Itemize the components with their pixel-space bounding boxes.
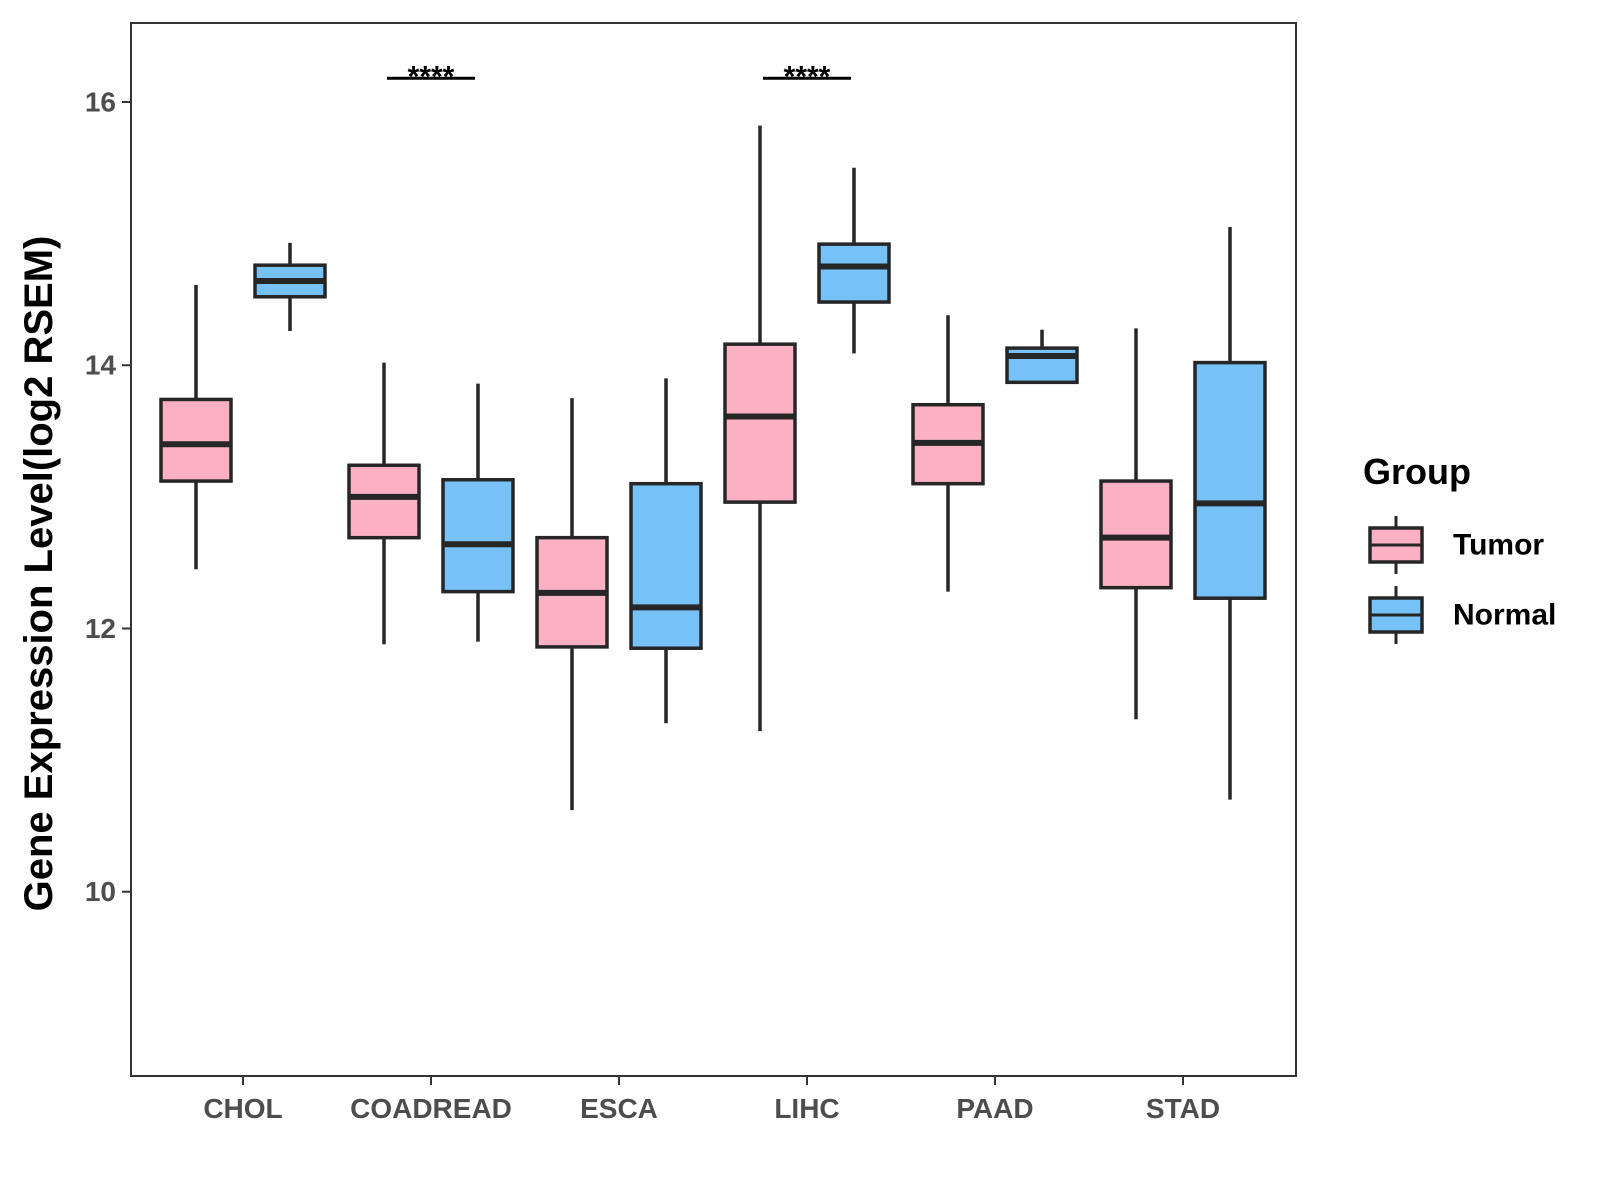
box-body <box>159 397 233 483</box>
box-normal-paad <box>1005 329 1079 385</box>
box-body <box>723 342 797 504</box>
x-tick-label-stad: STAD <box>1146 1093 1220 1124</box>
legend-label-tumor: Tumor <box>1453 529 1544 562</box>
box-body <box>441 477 515 594</box>
x-tick-label-lihc: LIHC <box>774 1093 839 1124</box>
y-axis-title: Gene Expression Level(log2 RSEM) <box>17 236 61 912</box>
box-normal-stad <box>1193 227 1267 800</box>
box-tumor-lihc <box>723 125 797 732</box>
box-body <box>1193 360 1267 600</box>
legend-title: Group <box>1363 451 1471 492</box>
box-normal-chol <box>253 242 327 332</box>
y-tick-label: 10 <box>85 876 116 907</box>
legend-key-tumor <box>1368 516 1424 574</box>
box-tumor-coadread <box>347 362 421 645</box>
significance-label: **** <box>784 60 831 93</box>
box-body <box>629 481 703 650</box>
box-tumor-paad <box>911 315 985 592</box>
box-normal-esca <box>629 378 703 724</box>
legend-label-normal: Normal <box>1453 599 1556 632</box>
y-tick-label: 16 <box>85 86 116 117</box>
axes: 10 12 14 16 CHOL COADREAD ESCA LIHC PAAD STAD Gene… <box>17 22 1297 1124</box>
panel-border <box>130 22 1297 1077</box>
x-tick-label-coadread: COADREAD <box>350 1093 512 1124</box>
plot-area: **** **** <box>159 60 1267 811</box>
x-tick-label-paad: PAAD <box>956 1093 1033 1124</box>
x-tick-label-chol: CHOL <box>203 1093 282 1124</box>
legend: Group Tumor Normal <box>1363 451 1556 644</box>
box-tumor-esca <box>535 398 609 811</box>
x-tick-label-esca: ESCA <box>580 1093 658 1124</box>
box-body <box>1099 479 1173 590</box>
y-tick-label: 12 <box>85 613 116 644</box>
box-normal-lihc <box>817 167 891 354</box>
box-body <box>347 463 421 540</box>
legend-key-normal <box>1368 586 1424 644</box>
box-body <box>817 242 891 304</box>
box-tumor-chol <box>159 284 233 570</box>
box-normal-coadread <box>441 383 515 642</box>
box-tumor-stad <box>1099 328 1173 720</box>
y-tick-label: 14 <box>85 350 117 381</box>
significance-label: **** <box>408 60 455 93</box>
